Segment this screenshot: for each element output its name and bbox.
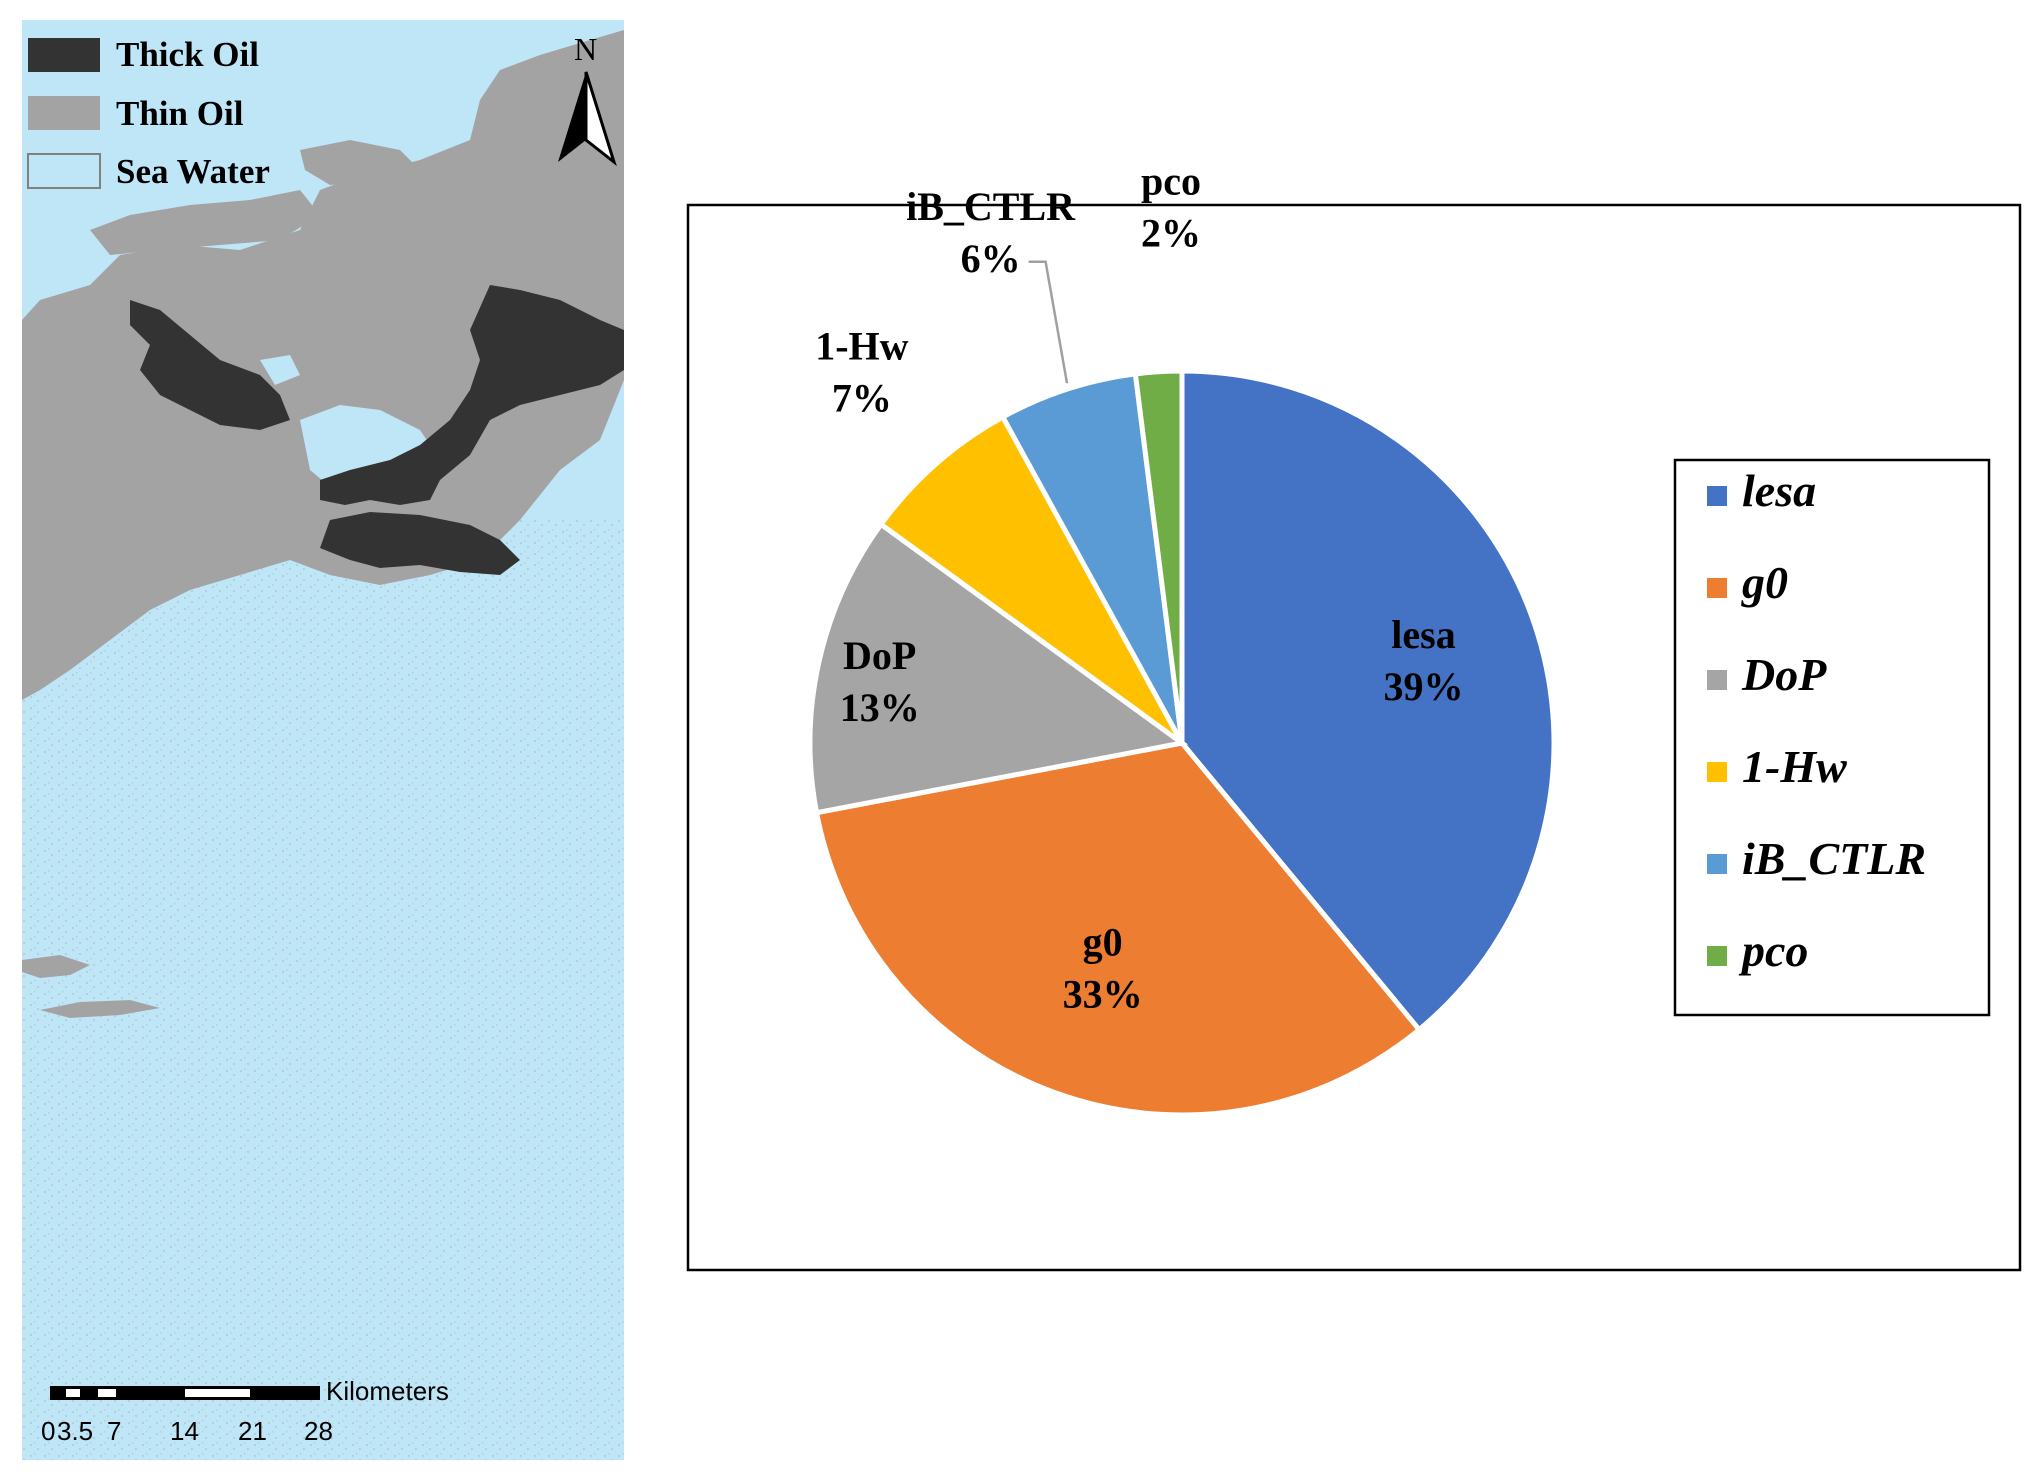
scale-bar-unit: Kilometers bbox=[326, 1376, 449, 1406]
legend-label-g0: g0 bbox=[1741, 557, 1788, 608]
thin-oil-region bbox=[22, 955, 90, 978]
pie-slice-lesa bbox=[1179, 368, 1557, 1034]
legend-swatch-thick-oil bbox=[28, 38, 100, 72]
pie-slice-g0 bbox=[813, 740, 1423, 1118]
legend-swatch-lesa bbox=[1707, 486, 1727, 506]
thin-oil-region bbox=[90, 190, 320, 255]
pie-label-1-hw: 1-Hw bbox=[815, 324, 908, 369]
scale-bar-segment bbox=[185, 1389, 250, 1397]
pie-label-ib-ctlr: iB_CTLR bbox=[906, 184, 1076, 229]
sea-speckle-texture bbox=[22, 520, 624, 1460]
scale-bar-tick: 3.5 bbox=[57, 1416, 93, 1446]
thin-oil-region bbox=[40, 1000, 160, 1018]
thick-oil-region bbox=[320, 512, 520, 575]
pie-label-g0: g0 bbox=[1083, 920, 1123, 965]
pie-label-lesa: lesa bbox=[1391, 612, 1455, 657]
legend-swatch-dop bbox=[1707, 670, 1727, 690]
pie-slice-dop bbox=[807, 520, 1189, 816]
north-arrow-icon: N bbox=[558, 31, 617, 167]
pie-leader-line-ib-ctlr bbox=[1028, 260, 1069, 384]
pie-value-lesa: 39% bbox=[1384, 664, 1464, 709]
scale-bar-segment bbox=[98, 1389, 116, 1397]
legend-label-ib-ctlr: iB_CTLR bbox=[1742, 833, 1926, 884]
legend-swatch-ib-ctlr bbox=[1707, 854, 1727, 874]
legend-label-thin-oil: Thin Oil bbox=[116, 94, 244, 133]
legend-swatch-g0 bbox=[1707, 578, 1727, 598]
scale-bar-tick: 7 bbox=[107, 1416, 121, 1446]
scale-bar-segment bbox=[66, 1389, 80, 1397]
pie-data-labels: lesa 39% g0 33% DoP 13% 1-Hw 7% iB_CTLR 6% pco 2% bbox=[815, 159, 1463, 1017]
pie-value-ib-ctlr: 6% bbox=[961, 236, 1021, 281]
scale-bar-tick: 21 bbox=[238, 1416, 267, 1446]
pie-chart-panel: lesa 39% g0 33% DoP 13% 1-Hw 7% iB_CTLR 6% pco 2% l… bbox=[686, 159, 2022, 1272]
pie-label-dop: DoP bbox=[843, 633, 916, 678]
pie-value-1-hw: 7% bbox=[832, 376, 892, 421]
thick-oil-region bbox=[320, 285, 624, 505]
pie-value-pco: 2% bbox=[1141, 211, 1201, 256]
scale-bar: Kilometers 0 3.5 7 14 21 28 bbox=[41, 1376, 449, 1446]
thin-oil-region bbox=[300, 140, 420, 185]
legend-label-1-hw: 1-Hw bbox=[1742, 741, 1847, 792]
legend-swatch-thin-oil bbox=[28, 96, 100, 130]
scale-bar-tick: 14 bbox=[170, 1416, 199, 1446]
legend-label-dop: DoP bbox=[1741, 649, 1827, 700]
sea-water-gap bbox=[260, 355, 300, 385]
pie-value-g0: 33% bbox=[1063, 972, 1143, 1017]
legend-swatch-1-hw bbox=[1707, 762, 1727, 782]
pie-slices bbox=[807, 368, 1557, 1118]
legend-swatch-sea-water bbox=[27, 153, 101, 189]
pie-value-dop: 13% bbox=[840, 685, 920, 730]
pie-slice-1-hw bbox=[877, 413, 1185, 746]
map-legend: Thick Oil Thin Oil Sea Water bbox=[27, 35, 270, 191]
legend-label-thick-oil: Thick Oil bbox=[116, 35, 259, 74]
north-arrow-right-half bbox=[584, 71, 617, 167]
pie-slice-pco bbox=[1132, 368, 1185, 744]
north-arrow-left-half bbox=[558, 72, 586, 162]
legend-swatch-pco bbox=[1707, 946, 1727, 966]
pie-label-pco: pco bbox=[1141, 159, 1201, 204]
scale-bar-tick: 0 bbox=[41, 1416, 55, 1446]
pie-slice-ib-ctlr bbox=[999, 371, 1185, 745]
thick-oil-region bbox=[370, 545, 470, 562]
thick-oil-region bbox=[130, 300, 290, 430]
oil-spill-map: Thick Oil Thin Oil Sea Water N Kilometer… bbox=[22, 20, 624, 1460]
legend-label-lesa: lesa bbox=[1742, 465, 1816, 516]
north-label: N bbox=[574, 31, 597, 67]
scale-bar-tick: 28 bbox=[304, 1416, 333, 1446]
legend-label-sea-water: Sea Water bbox=[116, 152, 270, 191]
legend-label-pco: pco bbox=[1738, 925, 1808, 976]
chart-legend-box bbox=[1673, 458, 1991, 1017]
